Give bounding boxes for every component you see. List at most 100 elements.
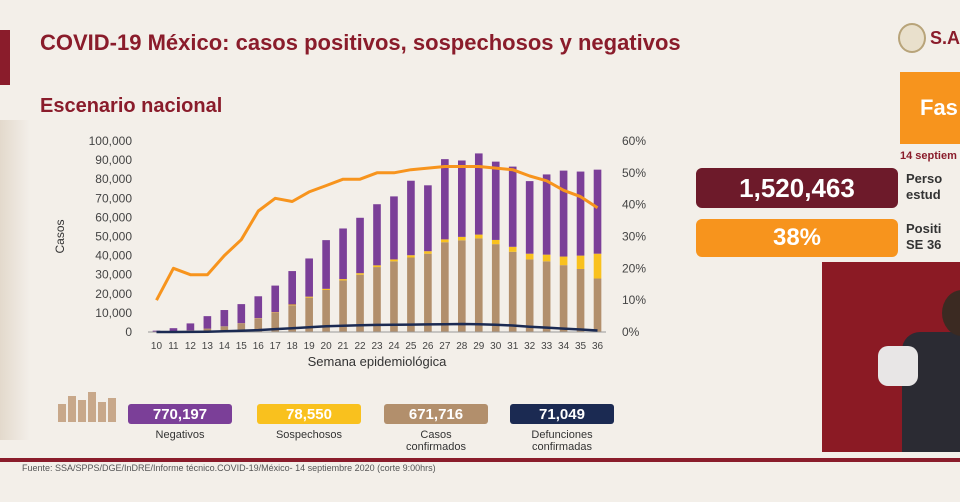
bar-segment <box>322 289 330 332</box>
page-subtitle: Escenario nacional <box>40 95 223 117</box>
bar-segment <box>356 274 364 332</box>
x-tick-label: 26 <box>422 341 434 352</box>
bar-segment <box>203 316 212 329</box>
bar-segment <box>559 256 568 266</box>
bar-segment <box>542 254 551 262</box>
sign-language-interpreter-video <box>822 262 960 452</box>
phase-banner: Fas <box>900 72 960 144</box>
bar-segment <box>305 296 313 298</box>
x-tick-label: 28 <box>456 341 468 352</box>
legend-label-line: confirmadas <box>532 441 592 453</box>
bar-segment <box>542 174 551 255</box>
bar-segment <box>491 244 500 332</box>
bar-segment <box>390 261 398 332</box>
phase-date: 14 septiem <box>900 150 957 162</box>
x-tick-label: 32 <box>524 341 536 352</box>
stat-positivity: 38% <box>696 219 898 257</box>
bar-segment <box>152 330 161 332</box>
legend-label-line: confirmados <box>406 441 466 453</box>
logo-building <box>78 400 86 422</box>
bar-segment <box>356 273 364 275</box>
x-tick-label: 14 <box>219 341 231 352</box>
x-tick-label: 10 <box>151 341 163 352</box>
y2-tick-label: 0% <box>622 325 640 339</box>
y2-tick-label: 30% <box>622 230 646 244</box>
logo-building <box>88 392 96 422</box>
x-tick-label: 25 <box>405 341 417 352</box>
bar-segment <box>424 185 432 252</box>
legend-defunciones: 71,049 Defunciones confirmadas <box>510 404 614 453</box>
bar-segment <box>407 257 415 332</box>
bar-segment <box>288 305 297 332</box>
bar-segment <box>237 323 246 332</box>
bar-segment <box>491 239 500 245</box>
x-tick-label: 31 <box>507 341 519 352</box>
legend-label: Defunciones confirmadas <box>510 429 614 453</box>
legend-value-box: 671,716 <box>384 404 488 424</box>
logo-building <box>98 402 106 422</box>
bar-segment <box>271 312 280 313</box>
legend-negativos: 770,197 Negativos <box>128 404 232 441</box>
x-axis-label: Semana epidemiológica <box>308 354 448 369</box>
bar-segment <box>474 238 483 332</box>
logo-building <box>58 404 66 422</box>
bar-segment <box>390 196 398 260</box>
y-tick-label: 0 <box>125 325 132 339</box>
bar-segment <box>593 278 602 332</box>
bar-segment <box>390 259 398 262</box>
bar-segment <box>576 268 585 332</box>
bar-segment <box>305 258 313 297</box>
page-title: COVID-19 México: casos positivos, sospec… <box>40 30 681 55</box>
stat-label-line: Perso <box>906 171 943 186</box>
stat-label-line: estud <box>906 187 941 202</box>
x-tick-label: 16 <box>253 341 265 352</box>
y-tick-label: 70,000 <box>95 191 132 205</box>
bar-segment <box>288 271 297 305</box>
deaths-line <box>156 322 598 334</box>
x-tick-label: 34 <box>558 341 570 352</box>
y2-tick-label: 50% <box>622 166 646 180</box>
stat-label-line: SE 36 <box>906 237 942 252</box>
bar-segment <box>322 288 330 290</box>
bar-segment <box>271 312 280 332</box>
bar-segment <box>508 246 517 252</box>
footer-divider <box>0 458 960 462</box>
legend-casos-confirmados: 671,716 Casos confirmados <box>384 404 488 453</box>
source-footer: Fuente: SSA/SPPS/DGE/InDRE/Informe técni… <box>22 463 436 473</box>
bar-segment <box>525 253 534 260</box>
x-tick-label: 24 <box>388 341 400 352</box>
stat-people-studied: 1,520,463 <box>696 168 898 208</box>
bar-segment <box>559 170 568 257</box>
bar-segment <box>593 169 602 254</box>
bar-segment <box>525 181 534 254</box>
x-tick-label: 36 <box>592 341 604 352</box>
bar-segment <box>508 166 517 247</box>
bar-segment <box>542 261 551 332</box>
legend-label: Negativos <box>128 429 232 441</box>
y-tick-label: 50,000 <box>95 230 132 244</box>
positivity-line <box>155 165 599 301</box>
bar-segment <box>373 204 381 266</box>
legend-value-box: 78,550 <box>257 404 361 424</box>
bar-segment <box>254 296 263 319</box>
bar-segment <box>288 304 297 306</box>
legend-label-line: Negativos <box>155 429 205 441</box>
bar-segment <box>424 253 432 332</box>
bar-segment <box>407 255 415 258</box>
bar-segment <box>220 310 229 327</box>
bar-segment <box>441 239 449 243</box>
y-tick-label: 40,000 <box>95 249 132 263</box>
bar-segment <box>525 259 534 332</box>
legend-label-line: Casos <box>420 429 452 441</box>
bar-segment <box>576 255 585 269</box>
bar-segment <box>457 240 466 332</box>
ssa-logo: S.A <box>898 20 960 56</box>
bar-segment <box>559 265 568 332</box>
bar-segment <box>203 328 212 332</box>
bar-segment <box>356 217 364 274</box>
government-logo <box>56 382 118 422</box>
x-tick-label: 21 <box>338 341 350 352</box>
x-tick-label: 12 <box>185 341 197 352</box>
x-tick-label: 11 <box>168 341 179 352</box>
bar-segment <box>237 304 246 324</box>
